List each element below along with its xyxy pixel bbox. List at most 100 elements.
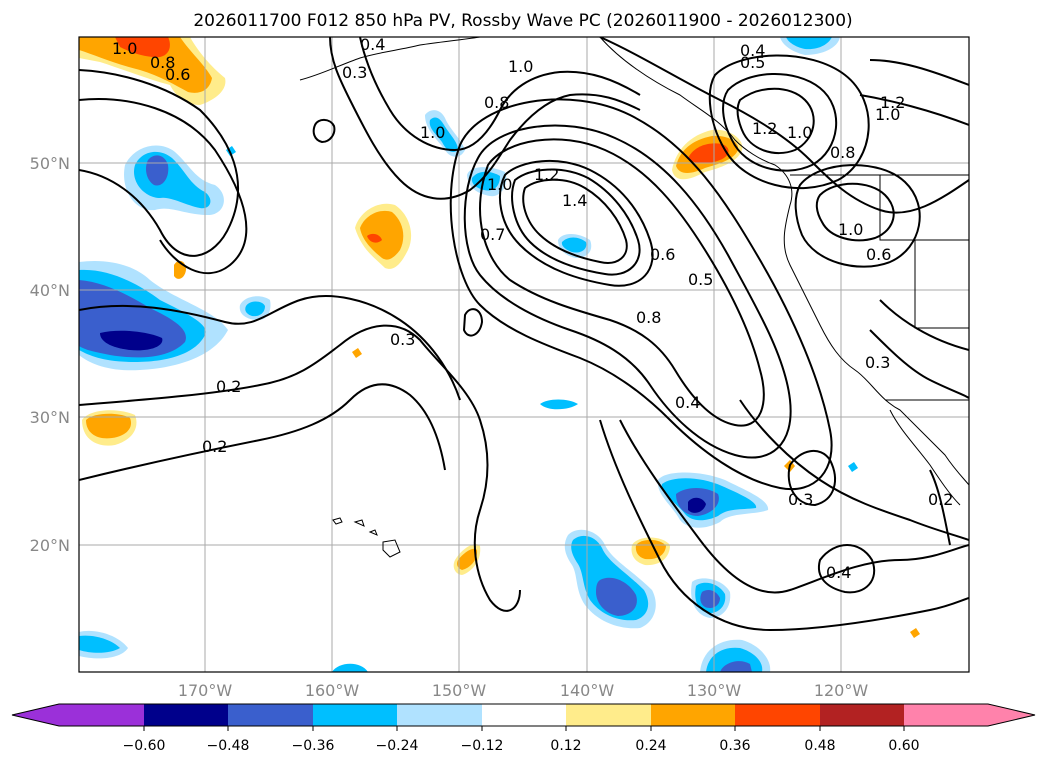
- lon-label-120w: 120°W: [814, 681, 869, 700]
- colorbar-segment: [904, 704, 988, 726]
- negative-anomaly-dot-1: [848, 462, 858, 472]
- lon-label-150w: 150°W: [432, 681, 487, 700]
- colorbar-tick-label: −0.24: [376, 738, 419, 754]
- negative-anomaly-sse-core: [596, 577, 637, 616]
- coastlines: [299, 37, 969, 506]
- figure-title: 2026011700 F012 850 hPa PV, Rossby Wave …: [193, 11, 852, 31]
- contour-17: [708, 54, 870, 189]
- baja-coast: [889, 409, 961, 506]
- positive-anomaly-nw-corner-mid: [79, 37, 212, 93]
- contour-label: 0.2: [216, 377, 241, 396]
- positive-anomaly-nw-corner-core: [115, 37, 170, 58]
- colorbar-segment: [59, 704, 144, 726]
- north-america-coast: [599, 37, 969, 486]
- colorbar-segment: [313, 704, 397, 726]
- lon-label-160w: 160°W: [305, 681, 360, 700]
- contour-16: [722, 72, 838, 172]
- contour-24: [929, 469, 951, 546]
- contour-9: [511, 168, 641, 276]
- positive-anomaly-ne-core: [688, 143, 729, 164]
- contour-13: [449, 98, 833, 491]
- contour-label: 0.5: [740, 53, 765, 72]
- positive-anomaly-dot-1: [352, 348, 362, 358]
- contour-7: [359, 37, 641, 152]
- colorbar-extend-high: [988, 704, 1035, 726]
- map-panel: 1.0 0.8 0.6 0.3 0.4 0.4 0.5 1.0 0.8 1.0 …: [78, 36, 970, 673]
- contour-label: 0.8: [150, 53, 175, 72]
- contour-label: 1.2: [752, 119, 777, 138]
- lat-label-40n: 40°N: [30, 281, 70, 300]
- shaded-anomalies: [79, 37, 920, 672]
- positive-anomaly-central-core: [367, 233, 382, 243]
- contour-4: [79, 324, 521, 612]
- lat-label-30n: 30°N: [30, 408, 70, 427]
- colorbar-segment: [820, 704, 904, 726]
- contour-label: 1.0: [875, 105, 900, 124]
- contour-label: 0.6: [866, 245, 891, 264]
- contour-6: [329, 37, 641, 200]
- contour-5: [79, 383, 446, 481]
- island-3: [368, 529, 378, 536]
- state-border-1: [879, 175, 969, 241]
- map-frame: [78, 36, 970, 673]
- negative-anomaly-small-2: [540, 399, 578, 410]
- contour-12: [463, 124, 792, 459]
- contour-label: 1.4: [562, 191, 587, 210]
- gridlines: [79, 37, 969, 672]
- contour-label: 0.5: [688, 270, 713, 289]
- contour-20: [869, 59, 969, 86]
- lat-labels: 50°N 40°N 30°N 20°N: [30, 154, 70, 555]
- map-content: 1.0 0.8 0.6 0.3 0.4 0.4 0.5 1.0 0.8 1.0 …: [79, 37, 969, 672]
- contour-label: 1.0: [112, 39, 137, 58]
- contour-label: 0.8: [830, 143, 855, 162]
- colorbar-tick-label: 0.12: [550, 738, 581, 754]
- contour-11: [479, 138, 765, 427]
- positive-anomaly-dot-3: [910, 628, 920, 638]
- lon-label-130w: 130°W: [687, 681, 742, 700]
- contour-labels: 1.0 0.8 0.6 0.3 0.4 0.4 0.5 1.0 0.8 1.0 …: [112, 37, 953, 582]
- contour-label: 0.2: [202, 437, 227, 456]
- contour-23: [879, 299, 969, 351]
- contour-label: 1.2: [880, 93, 905, 112]
- positive-anomaly-central-mid: [360, 210, 404, 260]
- contour-1: [79, 69, 239, 257]
- colorbar-ticks: [143, 726, 905, 731]
- negative-anomaly-bottom-max: [720, 661, 752, 672]
- colorbar-tick-label: −0.12: [461, 738, 504, 754]
- contour-10: [522, 178, 628, 264]
- contour-label: 1.0: [420, 123, 445, 142]
- contour-21: [859, 94, 969, 126]
- negative-anomaly-center-core: [561, 237, 587, 253]
- colorbar-tick-label: 0.36: [719, 738, 750, 754]
- contour-label: 0.6: [165, 65, 190, 84]
- colorbar-segment: [566, 704, 651, 726]
- lat-label-20n: 20°N: [30, 536, 70, 555]
- contour-label: 0.3: [390, 330, 415, 349]
- colorbar-segment: [144, 704, 228, 726]
- contour-8: [499, 159, 654, 287]
- contour-31: [462, 308, 484, 337]
- colorbar-tick-label: −0.60: [123, 738, 166, 754]
- contour-28: [619, 419, 969, 594]
- colorbar-tick-label: 0.48: [804, 738, 835, 754]
- contour-2: [79, 98, 248, 275]
- negative-anomaly-bottom-left: [332, 663, 368, 672]
- colorbar-segment: [228, 704, 313, 726]
- colorbar-tick-label: 0.24: [635, 738, 666, 754]
- negative-anomaly-far-sw-core: [79, 635, 120, 653]
- contour-label: 1.0: [787, 123, 812, 142]
- colorbar-extend-low: [12, 704, 59, 726]
- contour-label: 0.3: [788, 490, 813, 509]
- contour-label: 0.8: [484, 93, 509, 112]
- contour-26: [817, 544, 875, 594]
- negative-anomaly-west-max: [100, 330, 163, 351]
- colorbar-segment: [651, 704, 735, 726]
- hawaii-islands: [332, 517, 401, 558]
- colorbar-outline: [11, 703, 1036, 727]
- negative-anomaly-mid-north-core: [471, 171, 500, 191]
- contour-label: 0.4: [675, 393, 700, 412]
- contour-19: [794, 164, 921, 268]
- contour-label: 0.4: [740, 41, 765, 60]
- contour-15: [736, 87, 815, 155]
